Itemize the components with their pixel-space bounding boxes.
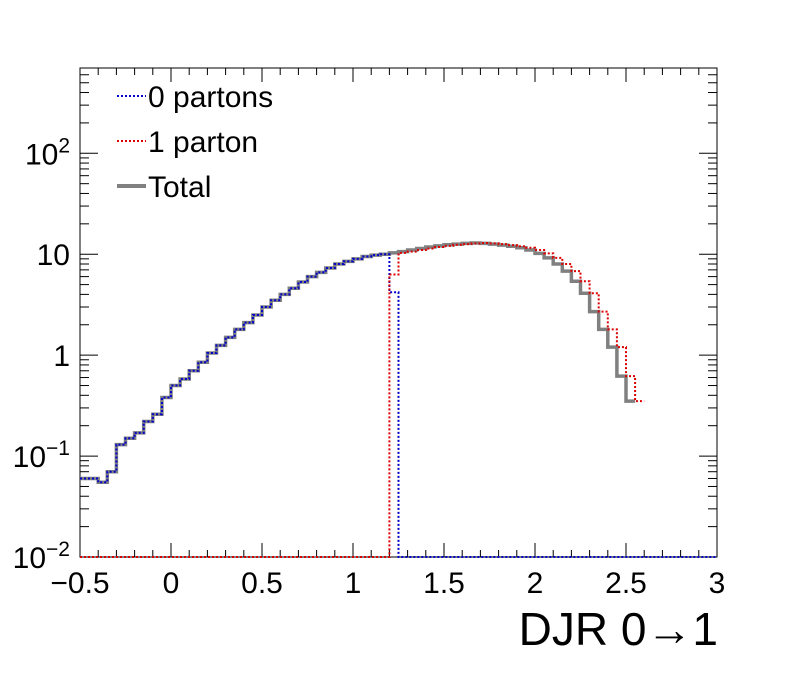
x-tick-label: 3	[709, 567, 726, 600]
legend-label: 1 parton	[148, 126, 258, 159]
x-tick-label: 1.5	[423, 567, 465, 600]
x-tick-label: 0	[163, 567, 180, 600]
x-tick-label: 2.5	[605, 567, 647, 600]
x-tick-label: 0.5	[241, 567, 283, 600]
legend-label: 0 partons	[148, 81, 273, 114]
series-layer	[80, 241, 717, 558]
y-axis-ticks: 10−2 10−1 1 10 102	[13, 67, 717, 575]
series-line-0-partons	[80, 253, 717, 558]
series-line-total	[80, 241, 636, 485]
legend-label: Total	[148, 171, 211, 204]
x-axis-title: DJR 0→1	[519, 603, 718, 655]
x-tick-label: −0.5	[50, 567, 109, 600]
y-tick-label: 10−2	[13, 538, 70, 575]
x-tick-label: 2	[527, 567, 544, 600]
y-tick-label: 102	[25, 134, 70, 171]
x-tick-label: 1	[345, 567, 362, 600]
y-tick-label: 10	[37, 239, 70, 272]
legend: 0 partons 1 parton Total	[117, 81, 273, 204]
series-line-1-parton	[80, 242, 645, 558]
y-tick-label: 10−1	[13, 437, 70, 474]
y-tick-label: 1	[53, 340, 70, 373]
x-axis-ticks: −0.5 0 0.5 1 1.5 2 2.5 3	[50, 68, 725, 600]
